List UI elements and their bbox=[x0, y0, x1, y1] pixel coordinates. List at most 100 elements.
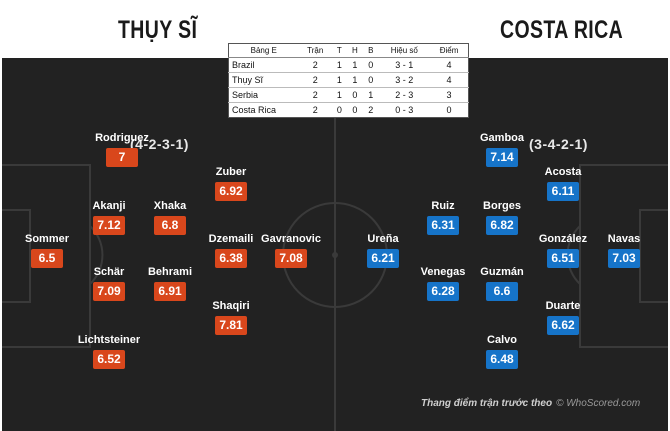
player-card[interactable]: Akanji 7.12 bbox=[74, 200, 144, 235]
table-cell: 0 bbox=[346, 87, 364, 103]
table-cell: 0 bbox=[446, 105, 452, 115]
player-card[interactable]: Ureña 6.21 bbox=[348, 233, 418, 268]
player-card[interactable]: Sommer 6.5 bbox=[12, 233, 82, 268]
player-name: Borges bbox=[483, 200, 521, 212]
player-card[interactable]: Calvo 6.48 bbox=[467, 334, 537, 369]
team-cell: Thụy Sĩ bbox=[228, 72, 299, 88]
player-card[interactable]: Dzemaili 6.38 bbox=[196, 233, 266, 268]
player-rating: 6.11 bbox=[547, 182, 579, 201]
right-penalty-box bbox=[579, 164, 668, 348]
player-rating: 7.09 bbox=[93, 282, 125, 301]
table-cell: 0 bbox=[336, 105, 342, 115]
column-header: Điểm bbox=[430, 43, 469, 58]
player-card[interactable]: Schär 7.09 bbox=[74, 266, 144, 301]
caption-text: Thang điểm trận trước theo bbox=[421, 398, 553, 409]
column-header: T bbox=[331, 43, 347, 58]
player-rating: 6.52 bbox=[93, 350, 125, 369]
player-card[interactable]: Gavranovic 7.08 bbox=[256, 233, 326, 268]
team-cell: Serbia bbox=[228, 87, 299, 103]
player-name: Acosta bbox=[544, 166, 582, 178]
player-card[interactable]: González 6.51 bbox=[528, 233, 598, 268]
player-rating: 6.62 bbox=[547, 316, 579, 335]
formation-left: (4-2-3-1) bbox=[130, 136, 189, 152]
table-cell: 3 bbox=[430, 87, 469, 103]
player-card[interactable]: Navas 7.03 bbox=[589, 233, 659, 268]
player-card[interactable]: Guzmán 6.6 bbox=[467, 266, 537, 301]
table-cell: 1 bbox=[331, 87, 347, 103]
player-card[interactable]: Xhaka 6.8 bbox=[135, 200, 205, 235]
player-name: Venegas bbox=[420, 266, 466, 278]
player-rating: 6.8 bbox=[154, 216, 186, 235]
player-name: Duarte bbox=[545, 300, 581, 312]
table-cell: 0 - 3 bbox=[395, 105, 414, 115]
player-name: Zuber bbox=[215, 166, 247, 178]
caption: Thang điểm trận trước theo © WhoScored.co… bbox=[421, 398, 640, 409]
player-rating: 6.21 bbox=[367, 249, 399, 268]
right-goal-box bbox=[639, 209, 668, 303]
team-title-switzerland: THỤY SĨ bbox=[118, 16, 198, 44]
player-rating: 6.82 bbox=[486, 216, 518, 235]
player-card[interactable]: Venegas 6.28 bbox=[408, 266, 478, 301]
column-header: Trận bbox=[298, 43, 332, 58]
player-name: Schär bbox=[93, 266, 125, 278]
player-name: Gavranovic bbox=[261, 233, 321, 245]
table-cell: 2 bbox=[298, 57, 332, 73]
table-row: Brazil 2 1 1 0 3 - 1 4 bbox=[228, 57, 469, 73]
player-name: Behrami bbox=[147, 266, 193, 278]
player-rating: 7.03 bbox=[608, 249, 640, 268]
player-name: González bbox=[538, 233, 588, 245]
player-card[interactable]: Lichtsteiner 6.52 bbox=[74, 334, 144, 369]
table-cell: 0 bbox=[352, 105, 358, 115]
player-rating: 7 bbox=[106, 148, 138, 167]
player-name: Rodriguez bbox=[95, 132, 149, 144]
player-rating: 7.81 bbox=[215, 316, 247, 335]
table-cell: 2 bbox=[298, 72, 332, 88]
player-card[interactable]: Duarte 6.62 bbox=[528, 300, 598, 335]
player-card[interactable]: Borges 6.82 bbox=[467, 200, 537, 235]
table-cell: 3 - 2 bbox=[378, 72, 431, 88]
player-rating: 7.12 bbox=[93, 216, 125, 235]
player-card[interactable]: Ruiz 6.31 bbox=[408, 200, 478, 235]
team-cell: Costa Rica bbox=[232, 105, 277, 115]
column-header: Hiệu số bbox=[378, 43, 431, 58]
player-name: Sommer bbox=[24, 233, 70, 245]
player-name: Navas bbox=[607, 233, 641, 245]
player-rating: 6.92 bbox=[215, 182, 247, 201]
player-name: Lichtsteiner bbox=[77, 334, 141, 346]
table-cell: 2 bbox=[312, 105, 318, 115]
table-cell: 1 bbox=[331, 57, 347, 73]
table-cell: 2 bbox=[298, 87, 332, 103]
football-pitch: (4-2-3-1) (3-4-2-1) Rodriguez 7 Zuber 6.… bbox=[2, 58, 668, 431]
table-cell: 1 bbox=[331, 72, 347, 88]
player-card[interactable]: Gamboa 7.14 bbox=[467, 132, 537, 167]
left-penalty-box bbox=[2, 164, 91, 348]
player-card[interactable]: Acosta 6.11 bbox=[528, 166, 598, 201]
table-cell: 4 bbox=[430, 57, 469, 73]
standings-header-row: Bảng E Trận T H B Hiệu số Điểm bbox=[228, 43, 469, 58]
left-goal-box bbox=[2, 209, 31, 303]
player-card[interactable]: Behrami 6.91 bbox=[135, 266, 205, 301]
player-name: Akanji bbox=[92, 200, 126, 212]
table-row: Serbia 2 1 0 1 2 - 3 3 bbox=[228, 87, 469, 103]
player-name: Ureña bbox=[367, 233, 399, 245]
player-card[interactable]: Zuber 6.92 bbox=[196, 166, 266, 201]
table-cell: 1 bbox=[346, 57, 364, 73]
player-rating: 6.38 bbox=[215, 249, 247, 268]
table-row: Thụy Sĩ 2 1 1 0 3 - 2 4 bbox=[228, 72, 469, 88]
table-cell: 2 - 3 bbox=[378, 87, 431, 103]
table-cell: 3 - 1 bbox=[378, 57, 431, 73]
player-rating: 6.31 bbox=[427, 216, 459, 235]
column-header: Bảng E bbox=[228, 43, 299, 58]
player-rating: 7.14 bbox=[486, 148, 518, 167]
player-card[interactable]: Rodriguez 7 bbox=[87, 132, 157, 167]
player-name: Gamboa bbox=[479, 132, 524, 144]
column-header: H bbox=[346, 43, 364, 58]
player-card[interactable]: Shaqiri 7.81 bbox=[196, 300, 266, 335]
player-name: Ruiz bbox=[431, 200, 455, 212]
table-cell: 0 bbox=[363, 57, 379, 73]
team-cell: Brazil bbox=[228, 57, 299, 73]
column-header: B bbox=[363, 43, 379, 58]
center-spot bbox=[332, 252, 338, 258]
player-rating: 6.51 bbox=[547, 249, 579, 268]
table-cell: 1 bbox=[346, 72, 364, 88]
